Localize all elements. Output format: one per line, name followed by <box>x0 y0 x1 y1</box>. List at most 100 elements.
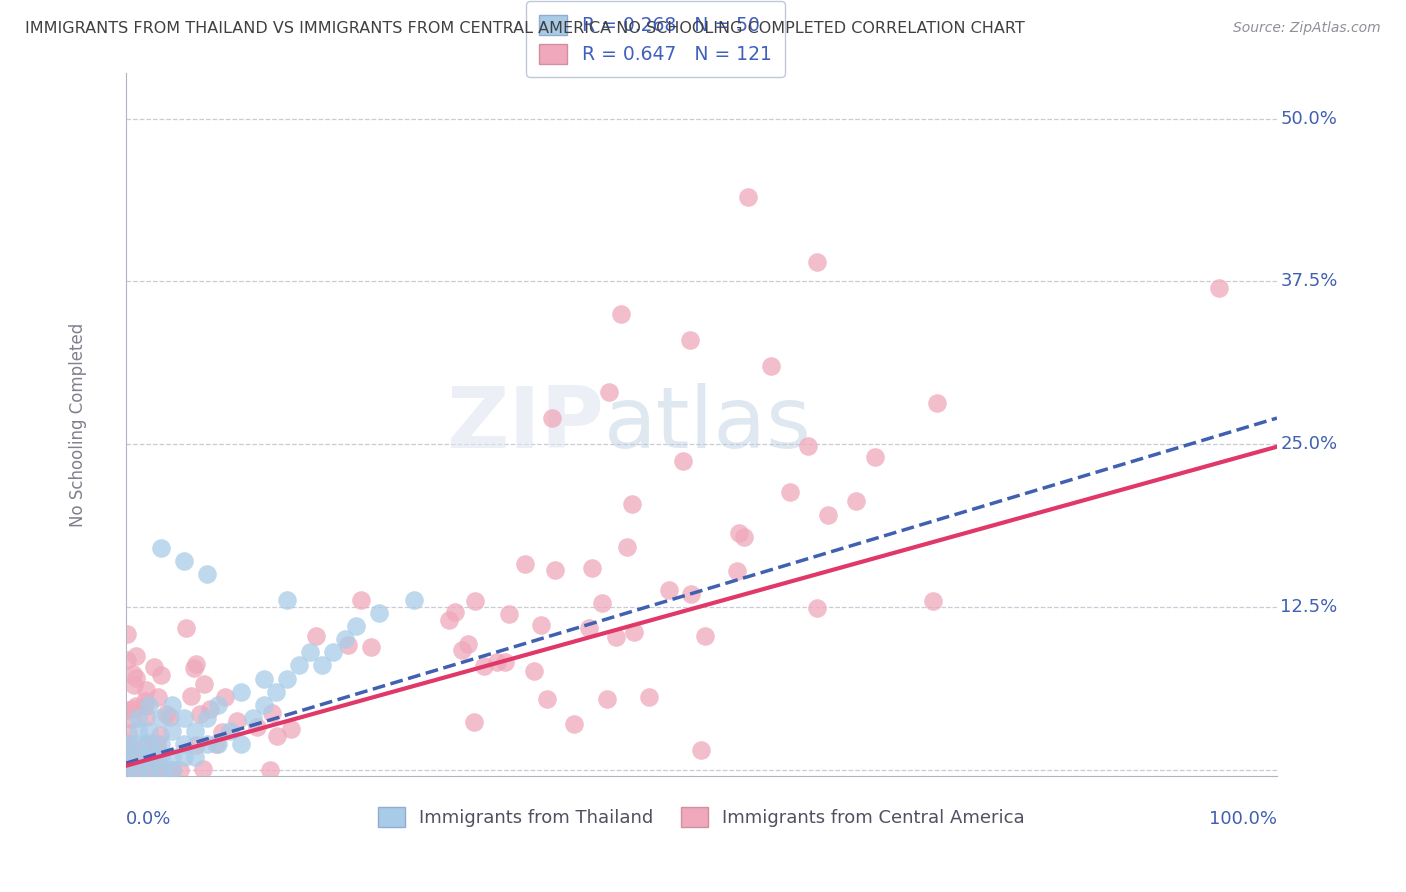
Point <box>195 710 218 724</box>
Point <box>118 763 141 777</box>
Point <box>214 690 236 704</box>
Point <box>451 643 474 657</box>
Point <box>115 763 138 777</box>
Point <box>605 630 627 644</box>
Point <box>138 763 160 777</box>
Point <box>733 530 755 544</box>
Point <box>311 658 333 673</box>
Point <box>402 593 425 607</box>
Point <box>865 450 887 464</box>
Point <box>169 763 191 777</box>
Point <box>134 699 156 714</box>
Point <box>162 763 184 777</box>
Point <box>523 665 546 679</box>
Point <box>276 672 298 686</box>
Point <box>494 655 516 669</box>
Point <box>173 710 195 724</box>
Point <box>145 763 167 777</box>
Point <box>779 485 801 500</box>
Point <box>173 737 195 751</box>
Point <box>174 621 197 635</box>
Point <box>513 557 536 571</box>
Point <box>266 729 288 743</box>
Point <box>184 738 207 752</box>
Point <box>536 692 558 706</box>
Text: Source: ZipAtlas.com: Source: ZipAtlas.com <box>1233 21 1381 35</box>
Point <box>207 737 229 751</box>
Point <box>759 359 782 373</box>
Point <box>125 648 148 663</box>
Point <box>595 691 617 706</box>
Point <box>134 694 156 708</box>
Point <box>160 749 183 764</box>
Point <box>146 763 169 777</box>
Point <box>132 740 155 755</box>
Text: ZIP: ZIP <box>446 383 603 467</box>
Point <box>229 684 252 698</box>
Point <box>610 307 633 321</box>
Point <box>591 596 613 610</box>
Point <box>623 625 645 640</box>
Point <box>191 762 214 776</box>
Point <box>162 763 184 777</box>
Point <box>115 763 138 777</box>
Point <box>148 745 170 759</box>
Point <box>134 763 156 777</box>
Point <box>115 763 138 777</box>
Point <box>115 736 138 750</box>
Point <box>806 601 828 615</box>
Point <box>127 723 149 738</box>
Point <box>921 593 943 607</box>
Point <box>463 714 485 729</box>
Point <box>621 497 644 511</box>
Point <box>184 657 207 671</box>
Point <box>138 755 160 769</box>
Point <box>195 567 218 582</box>
Point <box>193 676 215 690</box>
Point <box>127 737 149 751</box>
Point <box>581 561 603 575</box>
Point <box>173 749 195 764</box>
Point <box>259 763 281 777</box>
Point <box>134 763 156 777</box>
Point <box>218 723 240 738</box>
Point <box>246 721 269 735</box>
Point <box>207 698 229 712</box>
Text: No Schooling Completed: No Schooling Completed <box>69 322 87 526</box>
Point <box>122 701 145 715</box>
Point <box>437 613 460 627</box>
Point <box>121 755 143 769</box>
Point <box>125 671 148 685</box>
Point <box>211 724 233 739</box>
Point <box>205 737 228 751</box>
Point <box>121 763 143 777</box>
Point <box>149 728 172 742</box>
Point <box>184 749 207 764</box>
Point <box>562 716 585 731</box>
Point <box>183 661 205 675</box>
Point <box>287 658 309 673</box>
Point <box>138 737 160 751</box>
Point <box>344 619 367 633</box>
Point <box>141 763 163 777</box>
Point <box>198 702 221 716</box>
Point <box>690 743 713 757</box>
Point <box>728 525 751 540</box>
Point <box>253 672 276 686</box>
Point <box>127 710 149 724</box>
Point <box>138 723 160 738</box>
Point <box>160 723 183 738</box>
Point <box>132 763 155 777</box>
Point <box>180 689 202 703</box>
Point <box>693 628 716 642</box>
Point <box>333 632 356 647</box>
Point <box>136 736 159 750</box>
Point <box>679 333 702 347</box>
Point <box>149 749 172 764</box>
Point <box>498 607 520 621</box>
Point <box>118 763 141 777</box>
Point <box>229 737 252 751</box>
Point <box>472 658 495 673</box>
Point <box>149 763 172 777</box>
Text: 12.5%: 12.5% <box>1281 598 1337 615</box>
